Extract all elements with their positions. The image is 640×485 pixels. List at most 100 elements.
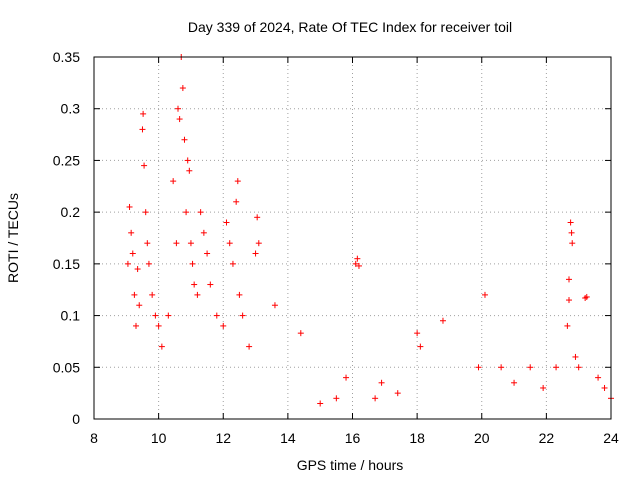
data-point [233,198,240,205]
data-point [527,364,534,371]
data-point [553,364,560,371]
y-tick-label: 0.1 [61,308,81,324]
x-tick-label: 20 [474,430,490,446]
data-point [145,260,152,267]
data-point [564,322,571,329]
data-point [511,379,518,386]
grid-layer [94,57,611,419]
data-point [583,293,590,300]
data-point [254,214,261,221]
data-point [176,116,183,123]
data-point [540,384,547,391]
data-point [417,343,424,350]
data-point [595,374,602,381]
data-point [170,178,177,185]
data-point [207,281,214,288]
data-point [414,330,421,337]
data-point [394,390,401,397]
data-point [129,250,136,257]
data-point [439,317,446,324]
data-point [252,250,259,257]
data-point [142,209,149,216]
data-point [213,312,220,319]
data-point [175,105,182,112]
data-point [197,209,204,216]
data-point [152,312,159,319]
data-point [194,291,201,298]
data-point [149,291,156,298]
data-point [165,312,172,319]
data-point [140,110,147,117]
data-point [355,262,362,269]
data-point [255,240,262,247]
data-point [124,260,131,267]
data-point [475,364,482,371]
data-point [187,240,194,247]
data-point [223,219,230,226]
y-tick-label: 0.15 [53,256,80,272]
y-tick-label: 0.2 [61,204,81,220]
chart-title: Day 339 of 2024, Rate Of TEC Index for r… [188,19,512,35]
data-point [236,291,243,298]
data-point [181,136,188,143]
y-tick-label: 0.25 [53,152,80,168]
data-point [226,240,233,247]
x-tick-label: 16 [345,430,361,446]
data-point [139,126,146,133]
data-point [271,302,278,309]
data-point [234,178,241,185]
x-tick-label: 8 [90,430,98,446]
data-point [575,364,582,371]
data-point [481,291,488,298]
x-tick-label: 14 [280,430,296,446]
data-point [567,219,574,226]
data-points [124,54,614,407]
data-point [343,374,350,381]
data-point [141,162,148,169]
data-point [220,322,227,329]
data-point [133,322,140,329]
data-point [200,229,207,236]
data-point [239,312,246,319]
data-point [246,343,253,350]
data-point [128,229,135,236]
x-tick-label: 12 [215,430,231,446]
data-point [126,203,133,210]
data-point [134,266,141,273]
data-point [173,240,180,247]
data-point [352,260,359,267]
y-tick-label: 0 [72,411,80,427]
x-tick-label: 10 [151,430,167,446]
x-tick-label: 24 [603,430,619,446]
data-point [297,330,304,337]
data-point [179,85,186,92]
data-point [317,400,324,407]
data-point [572,353,579,360]
data-point [184,157,191,164]
x-axis-label: GPS time / hours [297,457,404,473]
data-point [569,240,576,247]
data-point [186,167,193,174]
data-point [183,209,190,216]
data-point [191,281,198,288]
data-point [601,384,608,391]
data-point [354,255,361,262]
x-tick-label: 22 [539,430,555,446]
data-point [189,260,196,267]
data-point [155,322,162,329]
y-tick-label: 0.35 [53,49,80,65]
y-axis-label: ROTI / TECUs [5,193,21,283]
data-point [136,302,143,309]
data-point [565,276,572,283]
data-point [131,291,138,298]
data-point [565,297,572,304]
x-tick-label: 18 [409,430,425,446]
axes: 8 10 12 14 16 18 20 22 24 0 0.05 0.1 0.15 0.2 0.25 0.3 0… [53,49,619,446]
data-point [158,343,165,350]
data-point [568,229,575,236]
data-point [498,364,505,371]
data-point [229,260,236,267]
data-point [204,250,211,257]
data-point [333,395,340,402]
